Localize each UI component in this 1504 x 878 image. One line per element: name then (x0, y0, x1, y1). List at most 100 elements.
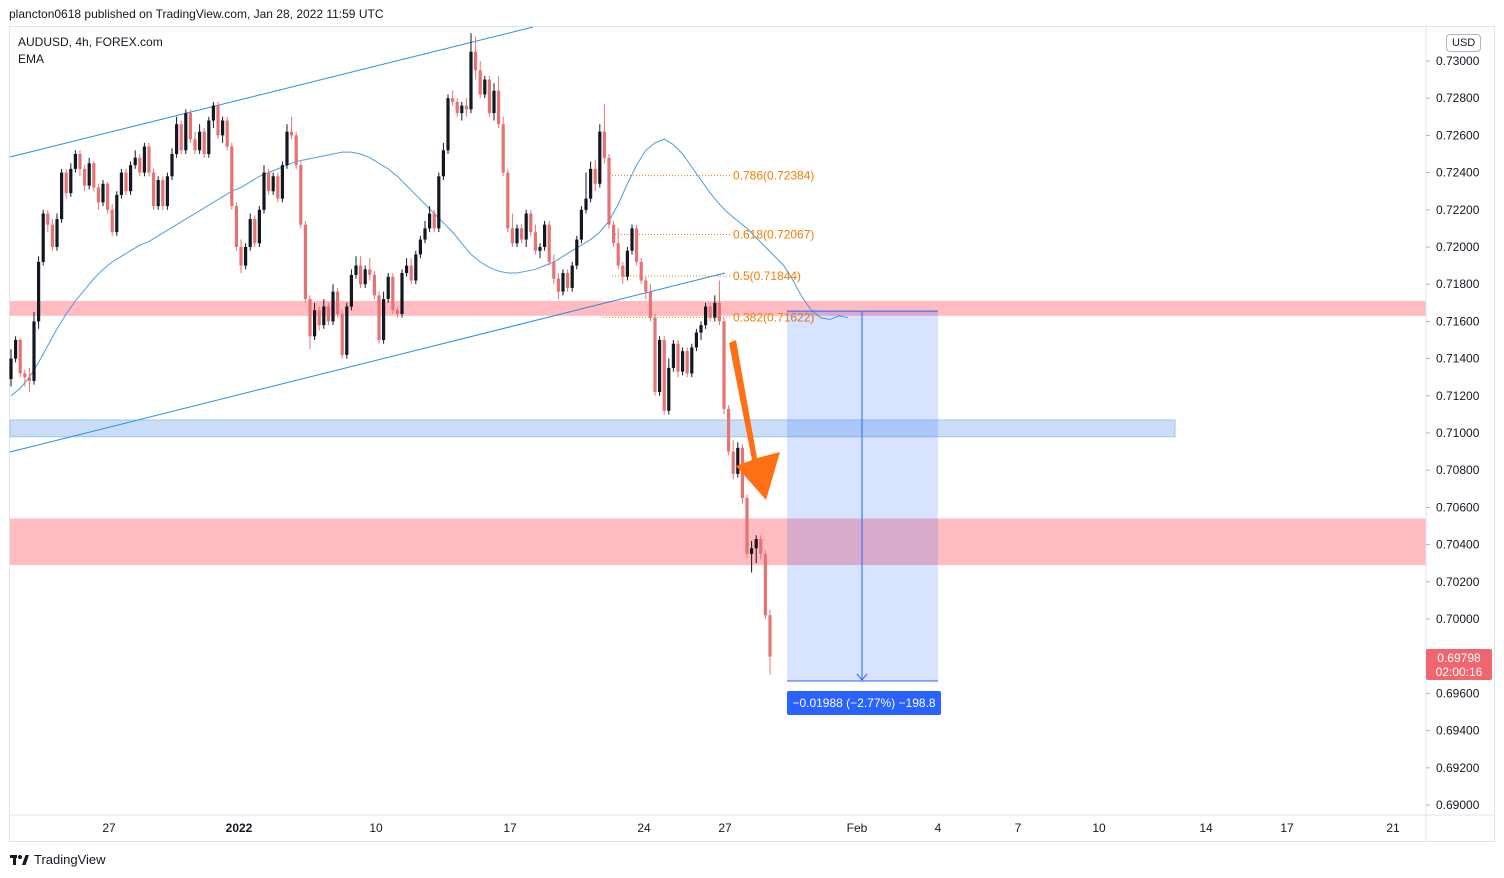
price-tick-label: 0.71600 (1436, 314, 1480, 328)
price-tick-label: 0.69000 (1436, 798, 1480, 812)
candle-body (207, 120, 211, 154)
candle (681, 347, 685, 376)
candle (221, 116, 225, 143)
candle-body (60, 172, 64, 220)
candle (556, 273, 560, 300)
candle (37, 256, 41, 329)
candle-body (216, 105, 220, 136)
measure-arrow-head (856, 673, 868, 681)
symbol-title[interactable]: AUDUSD, 4h, FOREX.com (18, 35, 163, 49)
candle-body (566, 273, 570, 288)
candle-body (133, 157, 137, 166)
candle (368, 258, 372, 281)
candle-body (280, 165, 284, 199)
candle-body (69, 168, 73, 194)
time-tick-label: 21 (1386, 821, 1400, 835)
measure-label: −0.01988 (−2.77%) −198.8 (792, 696, 935, 710)
candle (423, 220, 427, 244)
candle (14, 336, 18, 363)
measure-label-box (787, 691, 941, 715)
candle-body (428, 213, 432, 229)
candle-body (395, 310, 399, 314)
candle (455, 98, 459, 117)
candle-body (115, 194, 119, 233)
candle (515, 224, 519, 247)
candle (414, 250, 418, 285)
time-tick-label: 7 (1015, 821, 1022, 835)
indicator-legend[interactable]: EMA (18, 52, 45, 66)
candle-body (193, 139, 197, 151)
candle-body (644, 280, 648, 292)
candle-body (382, 299, 386, 340)
candle (386, 273, 390, 303)
candle (639, 258, 643, 285)
candle-body (110, 209, 114, 233)
candle-body (681, 351, 685, 372)
candle-body (322, 306, 326, 326)
candle-body (92, 163, 96, 188)
candle (529, 209, 533, 236)
candle-body (589, 168, 593, 199)
candle (667, 358, 671, 415)
candle (92, 161, 96, 192)
candle-body (625, 250, 629, 277)
candle (676, 340, 680, 378)
candle-body (451, 98, 455, 102)
candle (313, 302, 317, 340)
candle (662, 336, 666, 415)
candle (625, 247, 629, 281)
fib-label: 0.786(0.72384) (733, 169, 814, 183)
candle (27, 367, 31, 393)
candle-body (575, 239, 579, 266)
candle-body (41, 213, 45, 262)
candle-body (579, 209, 583, 240)
candle-body (267, 172, 271, 192)
candle-body (768, 615, 772, 657)
candle-body (598, 131, 602, 184)
candle (446, 94, 450, 154)
candle (207, 116, 211, 158)
candle-body (73, 154, 77, 169)
candle-body (400, 273, 404, 314)
price-tick-label: 0.69600 (1436, 686, 1480, 700)
candle-body (478, 70, 482, 95)
candle-body (308, 299, 312, 337)
candle (671, 340, 675, 372)
candle (418, 235, 422, 259)
candle (690, 343, 694, 378)
price-tick-label: 0.72800 (1436, 91, 1480, 105)
time-tick-label: 14 (1199, 821, 1213, 835)
candle (262, 165, 266, 214)
price-tick-label: 0.70800 (1436, 463, 1480, 477)
candle (754, 535, 758, 564)
resistance-zone-lower (10, 518, 1426, 566)
candle (745, 494, 749, 558)
candle (96, 183, 100, 210)
candle (142, 142, 146, 177)
candle-body (271, 176, 275, 192)
price-tick-label: 0.71400 (1436, 352, 1480, 366)
candle (487, 75, 491, 117)
candle (538, 243, 542, 259)
candle (589, 161, 593, 203)
price-tick-label: 0.72000 (1436, 240, 1480, 254)
candle (501, 116, 505, 177)
candle-body (368, 269, 372, 275)
candle (722, 317, 726, 415)
candle (78, 150, 82, 177)
candle-body (156, 180, 160, 207)
candle-body (106, 183, 110, 210)
candle (713, 295, 717, 322)
currency-button[interactable]: USD (1446, 34, 1482, 52)
candle (124, 168, 128, 195)
price-tick-label: 0.72400 (1436, 166, 1480, 180)
candle-body (722, 321, 726, 409)
candle (271, 172, 275, 195)
price-tick-label: 0.73000 (1436, 54, 1480, 68)
candle (119, 168, 123, 199)
candle (708, 302, 712, 322)
last-price-badge (1426, 649, 1492, 680)
price-tick-label: 0.70200 (1436, 575, 1480, 589)
tradingview-brand[interactable]: TradingView (10, 852, 106, 867)
